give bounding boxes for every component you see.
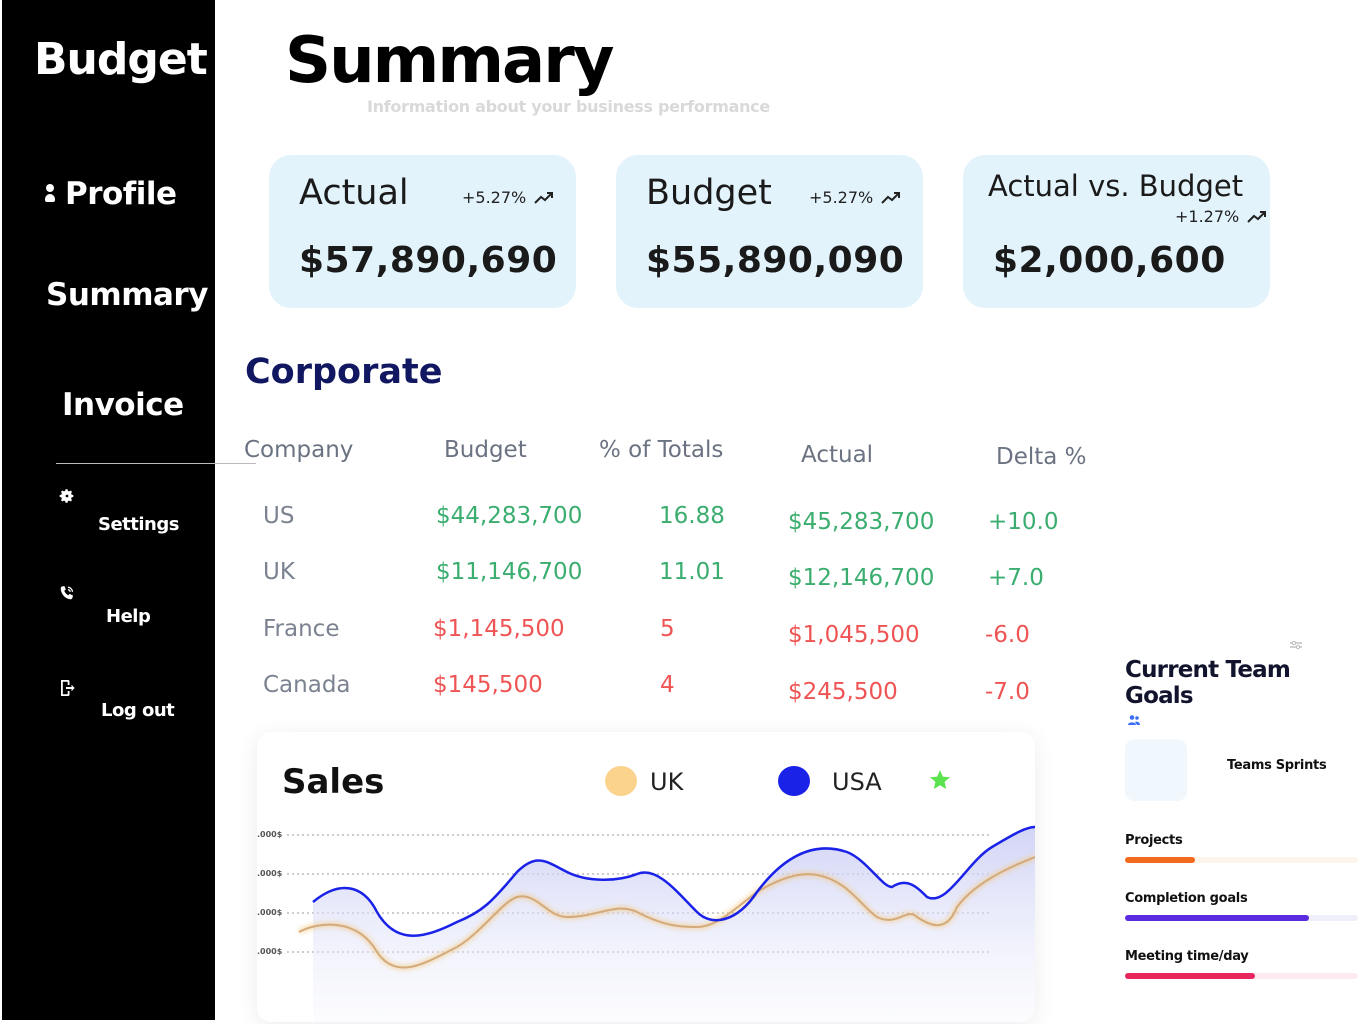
table-cell-pct: 16.88 xyxy=(659,503,725,529)
goal-label-projects: Projects xyxy=(1125,833,1183,848)
y-tick-label: .000$ xyxy=(257,830,283,839)
goal-progress-projects xyxy=(1125,857,1358,863)
legend-usa-label: USA xyxy=(832,768,882,796)
sidebar: Budget Profile Summary Invoice Settings … xyxy=(2,0,215,1020)
table-cell-budget: $44,283,700 xyxy=(436,503,583,529)
kpi-change: +5.27% xyxy=(809,188,901,207)
page-title: Summary xyxy=(285,24,614,98)
table-cell-budget: $145,500 xyxy=(433,672,543,698)
goal-progress-meeting xyxy=(1125,973,1358,979)
corporate-title: Corporate xyxy=(245,352,443,392)
column-header-actual: Actual xyxy=(801,442,874,468)
table-cell-pct: 11.01 xyxy=(659,559,725,585)
column-header-company: Company xyxy=(244,437,354,463)
goal-progress-completion xyxy=(1125,915,1358,921)
nav-profile[interactable]: Profile xyxy=(45,176,177,212)
kpi-change-value: +5.27% xyxy=(809,188,874,207)
goals-title: Current Team Goals xyxy=(1125,657,1291,709)
kpi-title: Actual xyxy=(299,173,409,213)
team-icon xyxy=(1128,715,1140,725)
column-header-delta: Delta % xyxy=(996,444,1087,470)
legend-usa-swatch xyxy=(778,766,810,796)
kpi-title: Actual vs. Budget xyxy=(988,169,1244,203)
table-cell-company: US xyxy=(263,503,295,529)
kpi-card-variance: Actual vs. Budget +1.27% $2,000,600 xyxy=(963,155,1270,308)
sales-card: Sales UK USA .000$ .000$ .000$ .000$ xyxy=(257,732,1035,1022)
table-cell-pct: 5 xyxy=(660,616,675,642)
table-cell-delta: +7.0 xyxy=(988,565,1044,591)
kpi-card-budget: Budget +5.27% $55,890,090 xyxy=(616,155,923,308)
sales-title: Sales xyxy=(282,762,385,802)
star-icon[interactable] xyxy=(928,768,952,792)
table-cell-actual: $1,045,500 xyxy=(788,622,920,648)
sales-chart xyxy=(287,825,1035,1022)
team-avatar xyxy=(1125,739,1187,801)
table-cell-actual: $245,500 xyxy=(788,679,898,705)
trending-up-icon xyxy=(881,191,901,204)
nav-settings[interactable]: Settings xyxy=(98,514,179,535)
filter-icon[interactable] xyxy=(1289,640,1303,650)
y-tick-label: .000$ xyxy=(257,869,283,878)
legend-uk-swatch xyxy=(605,766,637,796)
y-tick-label: .000$ xyxy=(257,908,283,917)
kpi-title: Budget xyxy=(646,173,772,213)
kpi-change-value: +1.27% xyxy=(1175,207,1240,226)
usa-line xyxy=(312,825,1035,937)
brand-logo: Budget xyxy=(34,34,208,85)
table-cell-pct: 4 xyxy=(660,672,675,698)
table-cell-actual: $45,283,700 xyxy=(788,509,935,535)
user-icon xyxy=(45,182,55,206)
table-cell-company: UK xyxy=(263,559,295,585)
kpi-change-value: +5.27% xyxy=(462,188,527,207)
legend-uk-label: UK xyxy=(650,768,684,796)
kpi-value: $57,890,690 xyxy=(299,240,558,281)
table-cell-delta: -6.0 xyxy=(985,622,1030,648)
table-cell-delta: -7.0 xyxy=(985,679,1030,705)
page-subtitle: Information about your business performa… xyxy=(367,97,770,116)
goal-label-meeting: Meeting time/day xyxy=(1125,949,1249,964)
gear-icon[interactable] xyxy=(58,488,76,506)
table-cell-delta: +10.0 xyxy=(988,509,1059,535)
table-cell-budget: $11,146,700 xyxy=(436,559,583,585)
trending-up-icon xyxy=(1247,210,1267,223)
trending-up-icon xyxy=(534,191,554,204)
table-cell-budget: $1,145,500 xyxy=(433,616,565,642)
y-tick-label: .000$ xyxy=(257,947,283,956)
table-cell-company: France xyxy=(263,616,340,642)
goal-label-completion: Completion goals xyxy=(1125,891,1248,906)
kpi-change: +5.27% xyxy=(462,188,554,207)
nav-invoice[interactable]: Invoice xyxy=(62,387,184,423)
nav-logout[interactable]: Log out xyxy=(101,700,175,721)
nav-profile-label: Profile xyxy=(65,176,177,212)
table-cell-company: Canada xyxy=(263,672,351,698)
goal-progress-fill xyxy=(1125,915,1310,921)
kpi-value: $2,000,600 xyxy=(993,240,1226,281)
kpi-change: +1.27% xyxy=(1175,207,1267,226)
column-header-budget: Budget xyxy=(444,437,527,463)
goal-progress-fill xyxy=(1125,857,1195,863)
goal-progress-fill xyxy=(1125,973,1256,979)
phone-icon[interactable] xyxy=(58,585,76,603)
sidebar-divider xyxy=(56,463,256,464)
column-header-pct: % of Totals xyxy=(599,437,724,463)
uk-line xyxy=(298,856,1035,969)
nav-summary[interactable]: Summary xyxy=(46,277,208,313)
logout-icon[interactable] xyxy=(58,679,76,697)
kpi-card-actual: Actual +5.27% $57,890,690 xyxy=(269,155,576,308)
kpi-value: $55,890,090 xyxy=(646,240,905,281)
table-cell-actual: $12,146,700 xyxy=(788,565,935,591)
team-name: Teams Sprints xyxy=(1227,758,1327,773)
nav-help[interactable]: Help xyxy=(106,606,151,627)
